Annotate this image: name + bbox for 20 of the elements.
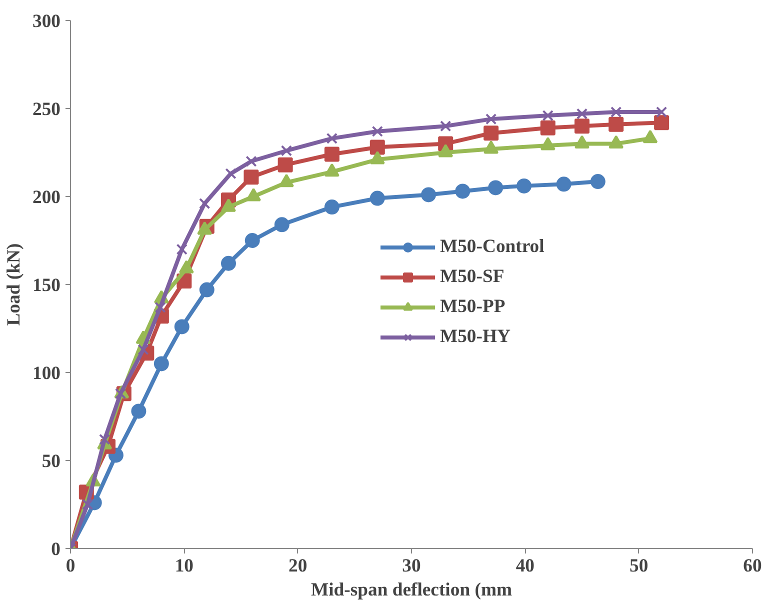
x-tick-label: 10 xyxy=(174,556,194,576)
y-tick-label: 100 xyxy=(32,363,60,384)
legend-label: M50-Control xyxy=(440,236,544,258)
x-tick-label: 60 xyxy=(743,556,762,576)
x-tick-label: 50 xyxy=(630,556,648,576)
x-axis-title: Mid-span deflection (mm xyxy=(310,580,512,600)
y-tick-label: 250 xyxy=(32,99,60,120)
x-tick-label: 0 xyxy=(66,556,76,576)
legend-label: M50-PP xyxy=(440,296,506,318)
y-tick-label: 300 xyxy=(32,11,60,32)
y-tick-label: 150 xyxy=(32,275,60,296)
x-tick-label: 30 xyxy=(402,556,421,576)
y-tick-label: 50 xyxy=(42,451,60,472)
y-tick-label: 0 xyxy=(51,539,60,560)
y-tick-label: 200 xyxy=(32,187,60,208)
legend-label: M50-HY xyxy=(440,326,510,348)
legend-label: M50-SF xyxy=(440,266,504,288)
y-axis-title: Load (kN) xyxy=(4,243,25,326)
x-tick-label: 40 xyxy=(516,556,534,576)
x-tick-label: 20 xyxy=(288,556,308,576)
